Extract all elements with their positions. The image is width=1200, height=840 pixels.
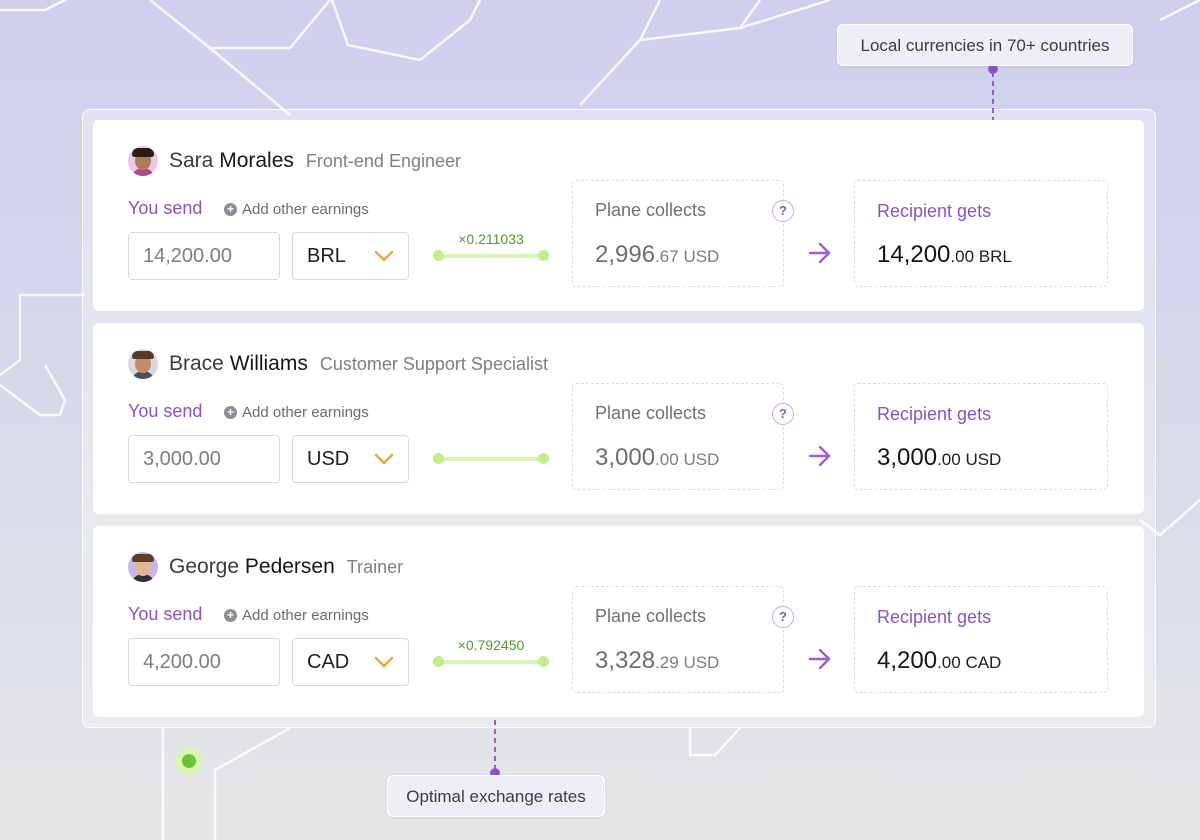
arrow-right-icon	[808, 242, 831, 264]
status-dot	[175, 747, 203, 775]
add-earnings-button[interactable]: + Add other earnings	[224, 201, 369, 218]
chevron-down-icon	[374, 453, 394, 465]
currency-value: USD	[307, 448, 350, 470]
employee-card-sara: Sara Morales Front-end Engineer You send…	[93, 120, 1144, 311]
send-amount-input[interactable]: 3,000.00	[128, 435, 280, 483]
avatar	[128, 146, 158, 176]
question-icon[interactable]: ?	[772, 200, 794, 222]
exchange-rate: ×0.211033	[458, 231, 524, 247]
rate-connector	[433, 654, 549, 670]
plane-collects-box: Plane collects ? 2,996.67 USD	[572, 180, 794, 287]
plus-circle-icon: +	[224, 203, 237, 216]
employee-role: Front-end Engineer	[305, 150, 461, 171]
recipient-gets-box: Recipient gets 4,200.00 CAD	[854, 586, 1108, 693]
plus-circle-icon: +	[224, 406, 237, 419]
employee-name: George Pedersen	[169, 555, 335, 578]
exchange-rate: ×0.792450	[457, 637, 525, 653]
send-amount-input[interactable]: 4,200.00	[128, 638, 280, 686]
plane-collects-box: Plane collects ? 3,000.00 USD	[572, 383, 794, 490]
question-icon[interactable]: ?	[772, 606, 794, 628]
recipient-gets-box: Recipient gets 3,000.00 USD	[854, 383, 1108, 490]
employee-header: Sara Morales Front-end Engineer	[128, 145, 461, 177]
rates-callout: Optimal exchange rates	[387, 775, 605, 817]
add-earnings-label: Add other earnings	[242, 201, 369, 218]
plane-collects-label: Plane collects	[595, 403, 707, 423]
question-icon[interactable]: ?	[772, 403, 794, 425]
employee-role: Trainer	[346, 556, 404, 577]
recipient-gets-label: Recipient gets	[877, 607, 992, 627]
recipient-amount: 14,200.00 BRL	[877, 241, 1012, 268]
employee-role: Customer Support Specialist	[319, 353, 548, 374]
chevron-down-icon	[374, 250, 394, 262]
add-earnings-label: Add other earnings	[242, 607, 369, 624]
arrow-right-icon	[808, 648, 831, 670]
currencies-callout: Local currencies in 70+ countries	[837, 24, 1133, 66]
recipient-gets-label: Recipient gets	[877, 201, 992, 221]
arrow-right-icon	[808, 445, 831, 467]
recipient-gets-label: Recipient gets	[877, 404, 992, 424]
employee-name: Sara Morales	[169, 149, 294, 172]
avatar	[128, 552, 158, 582]
send-amount-input[interactable]: 14,200.00	[128, 232, 280, 280]
employee-card-george: George Pedersen Trainer You send + Add ot…	[93, 526, 1144, 717]
chevron-down-icon	[374, 656, 394, 668]
currency-select[interactable]: USD	[292, 435, 409, 483]
plane-collects-label: Plane collects	[595, 200, 707, 220]
employee-name: Brace Williams	[169, 352, 308, 375]
add-earnings-button[interactable]: + Add other earnings	[224, 607, 369, 624]
avatar	[128, 349, 158, 379]
rate-connector	[433, 248, 549, 264]
recipient-gets-box: Recipient gets 14,200.00 BRL	[854, 180, 1108, 287]
collect-amount: 3,000.00 USD	[595, 444, 720, 471]
you-send-label: You send	[128, 198, 203, 218]
collect-amount: 3,328.29 USD	[595, 647, 720, 674]
you-send-label: You send	[128, 401, 203, 421]
plane-collects-label: Plane collects	[595, 606, 707, 626]
employee-header: George Pedersen Trainer	[128, 551, 403, 583]
employee-header: Brace Williams Customer Support Speciali…	[128, 348, 548, 380]
currency-select[interactable]: CAD	[292, 638, 409, 686]
rate-connector	[433, 451, 549, 467]
collect-amount: 2,996.67 USD	[595, 241, 720, 268]
add-earnings-label: Add other earnings	[242, 404, 369, 421]
currency-value: CAD	[307, 651, 350, 673]
recipient-amount: 3,000.00 USD	[877, 444, 1002, 471]
employee-card-brace: Brace Williams Customer Support Speciali…	[93, 323, 1144, 514]
you-send-label: You send	[128, 604, 203, 624]
add-earnings-button[interactable]: + Add other earnings	[224, 404, 369, 421]
plane-collects-box: Plane collects ? 3,328.29 USD	[572, 586, 794, 693]
plus-circle-icon: +	[224, 609, 237, 622]
currency-select[interactable]: BRL	[292, 232, 409, 280]
currency-value: BRL	[307, 245, 346, 267]
recipient-amount: 4,200.00 CAD	[877, 647, 1002, 674]
